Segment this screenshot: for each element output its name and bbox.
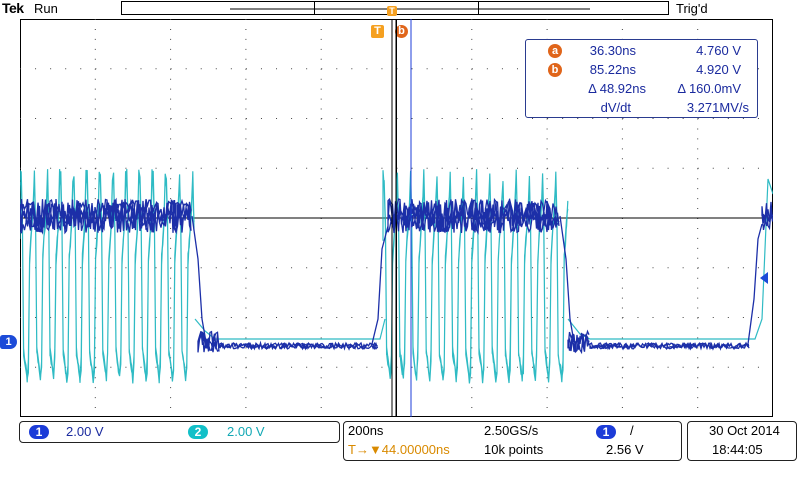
dvdt-value: 3.271MV/s <box>686 100 749 115</box>
channel-settings-panel[interactable]: 1 2.00 V 2 2.00 V <box>19 421 340 443</box>
cursor-b-time: 85.22ns <box>589 62 636 77</box>
cursor-readout-panel: a 36.30ns 4.760 V b 85.22ns 4.920 V Δ 48… <box>525 39 758 118</box>
acquisition-status: Run <box>34 1 58 16</box>
waveform-display[interactable] <box>20 19 773 417</box>
trigger-slope-icon[interactable]: / <box>630 423 634 438</box>
cursor-lines[interactable] <box>391 19 412 417</box>
record-length: 10k points <box>484 442 544 457</box>
cursor-delta-time: Δ 48.92ns <box>588 81 646 96</box>
trigger-position-readout[interactable]: T→▼44.00000ns <box>348 442 450 457</box>
channel-2-badge[interactable]: 2 <box>188 425 208 439</box>
channel-2-scale[interactable]: 2.00 V <box>227 424 265 439</box>
cursor-b-marker-icon[interactable]: b <box>395 25 408 38</box>
trigger-source-badge[interactable]: 1 <box>596 425 616 439</box>
time: 18:44:05 <box>712 442 763 457</box>
cursor-b-icon: b <box>548 63 562 77</box>
date: 30 Oct 2014 <box>709 423 780 438</box>
record-view-trace <box>230 8 590 10</box>
cursor-b-volt: 4.920 V <box>696 62 741 77</box>
tek-logo: Tek <box>2 0 24 16</box>
datetime-panel: 30 Oct 2014 18:44:05 <box>687 421 797 461</box>
channel-1-ground-marker[interactable]: 1 <box>0 335 17 349</box>
horizontal-trigger-panel[interactable]: 200ns 2.50GS/s T→▼44.00000ns 10k points … <box>343 421 682 461</box>
time-per-division[interactable]: 200ns <box>348 423 384 438</box>
trigger-level-icon[interactable] <box>760 272 768 284</box>
cursor-delta-volt: Δ 160.0mV <box>677 81 741 96</box>
trigger-position-icon: T <box>387 6 397 16</box>
cursor-a-icon: a <box>548 44 562 58</box>
cursor-a-volt: 4.760 V <box>696 43 741 58</box>
sample-rate: 2.50GS/s <box>484 423 539 438</box>
trigger-level[interactable]: 2.56 V <box>606 442 644 457</box>
dvdt-label: dV/dt <box>600 100 631 115</box>
trigger-status: Trig'd <box>676 1 708 16</box>
channel-1-waveform <box>20 197 773 355</box>
channel-1-scale[interactable]: 2.00 V <box>66 424 104 439</box>
channel-1-badge[interactable]: 1 <box>29 425 49 439</box>
trigger-marker-icon[interactable]: T <box>371 25 384 38</box>
cursor-a-time: 36.30ns <box>589 43 636 58</box>
